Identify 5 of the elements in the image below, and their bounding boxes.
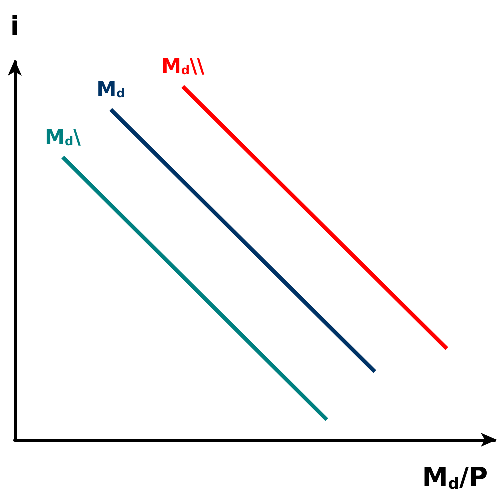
series-label: Md\\ xyxy=(161,54,206,78)
y-axis-title: i xyxy=(10,12,20,42)
series-label: Md xyxy=(96,77,126,102)
series-label: Md\ xyxy=(45,124,82,149)
x-axis-title: Md/P xyxy=(422,463,488,493)
